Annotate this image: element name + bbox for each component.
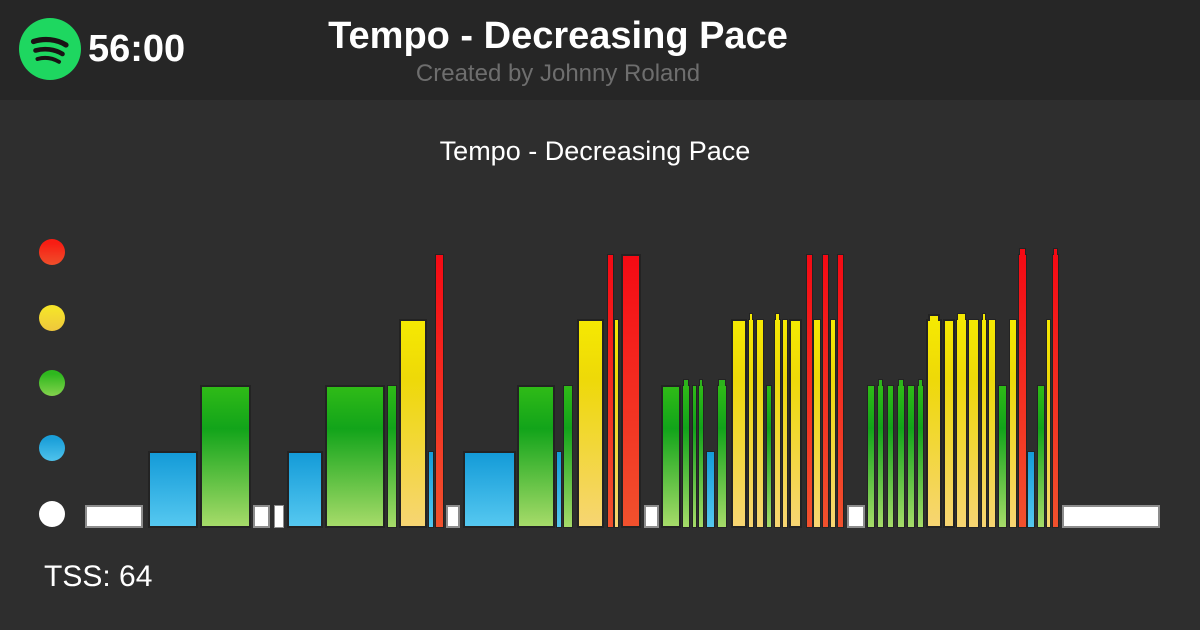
zone-dot-g bbox=[39, 370, 65, 396]
zone-dot-b bbox=[39, 435, 65, 461]
workout-bar bbox=[806, 254, 813, 528]
bar-cap bbox=[982, 313, 986, 320]
workout-bar bbox=[717, 379, 727, 528]
workout-bar bbox=[981, 313, 987, 528]
chart-title: Tempo - Decreasing Pace bbox=[439, 136, 751, 166]
workout-bar bbox=[200, 385, 251, 528]
workout-bar bbox=[731, 319, 747, 528]
workout-bar bbox=[998, 385, 1007, 528]
workout-bar bbox=[556, 451, 562, 528]
workout-bar bbox=[1009, 319, 1017, 528]
bar-cap bbox=[775, 313, 780, 320]
workout-bar bbox=[956, 313, 967, 528]
tss-value: TSS: 64 bbox=[44, 560, 153, 593]
workout-bar bbox=[614, 319, 619, 528]
workout-bar bbox=[607, 254, 614, 528]
header-title-block: Tempo - Decreasing Pace Created by Johnn… bbox=[0, 14, 1116, 88]
workout-bar bbox=[782, 319, 788, 528]
workout-bar bbox=[253, 505, 270, 528]
workout-bar bbox=[706, 451, 715, 528]
bar-cap bbox=[1019, 248, 1026, 255]
workout-bar bbox=[756, 319, 764, 528]
workout-creator: Created by Johnny Roland bbox=[415, 60, 701, 87]
workout-bar bbox=[274, 505, 284, 528]
workout-bar bbox=[435, 254, 444, 528]
workout-bar bbox=[85, 505, 143, 528]
workout-bar bbox=[1062, 505, 1160, 528]
workout-bar bbox=[907, 385, 915, 528]
workout-bar bbox=[877, 379, 884, 528]
spotify-icon bbox=[19, 18, 81, 80]
workout-bar bbox=[822, 254, 829, 528]
workout-bar bbox=[867, 385, 875, 528]
workout-bar bbox=[968, 319, 979, 528]
workout-bar bbox=[387, 385, 397, 528]
workout-bar bbox=[1027, 451, 1035, 528]
zone-dot-y bbox=[39, 305, 65, 331]
workout-bar bbox=[813, 319, 821, 528]
workout-bar bbox=[847, 505, 865, 528]
workout-bar bbox=[1052, 248, 1059, 528]
workout-bar bbox=[887, 385, 894, 528]
workout-bar bbox=[148, 451, 198, 528]
workout-bar bbox=[988, 319, 996, 528]
bar-cap bbox=[898, 379, 904, 386]
workout-bar bbox=[621, 254, 641, 528]
zone-dot-r bbox=[39, 239, 65, 265]
workout-bar bbox=[563, 385, 573, 528]
bar-cap bbox=[928, 314, 940, 321]
workout-bar bbox=[446, 505, 460, 528]
workout-bar bbox=[1037, 385, 1045, 528]
workout-bar bbox=[943, 319, 955, 528]
workout-bar bbox=[774, 313, 781, 528]
workout-bar bbox=[897, 379, 905, 528]
header-bar: 56:00 Tempo - Decreasing Pace Created by… bbox=[0, 0, 1200, 100]
workout-duration: 56:00 bbox=[88, 28, 186, 70]
workout-title: Tempo - Decreasing Pace bbox=[328, 15, 788, 57]
workout-bar bbox=[789, 319, 802, 528]
workout-bar bbox=[399, 319, 427, 528]
workout-bar bbox=[682, 379, 690, 528]
bar-cap bbox=[957, 313, 966, 320]
workout-bar bbox=[1046, 319, 1051, 528]
bar-cap bbox=[1053, 248, 1058, 255]
bar-cap bbox=[918, 379, 923, 386]
bar-cap bbox=[683, 379, 689, 386]
workout-bar bbox=[1018, 248, 1027, 528]
workout-bar bbox=[287, 451, 323, 528]
workout-bar bbox=[661, 385, 681, 528]
workout-bar bbox=[692, 385, 697, 528]
workout-bar bbox=[517, 385, 555, 528]
workout-bar bbox=[830, 319, 836, 528]
bar-cap bbox=[878, 379, 883, 386]
workout-bar bbox=[766, 385, 772, 528]
workout-bar bbox=[428, 451, 434, 528]
workout-bar bbox=[926, 314, 942, 528]
workout-bar bbox=[325, 385, 385, 528]
workout-bar bbox=[837, 254, 844, 528]
workout-bar bbox=[644, 505, 659, 528]
workout-bar bbox=[698, 379, 704, 528]
bar-cap bbox=[699, 379, 703, 386]
bar-cap bbox=[718, 379, 726, 386]
zone-dot-w bbox=[39, 501, 65, 527]
bar-cap bbox=[749, 313, 753, 320]
workout-bar bbox=[463, 451, 516, 528]
workout-bar bbox=[748, 313, 754, 528]
workout-bar bbox=[577, 319, 604, 528]
workout-bar bbox=[917, 379, 924, 528]
